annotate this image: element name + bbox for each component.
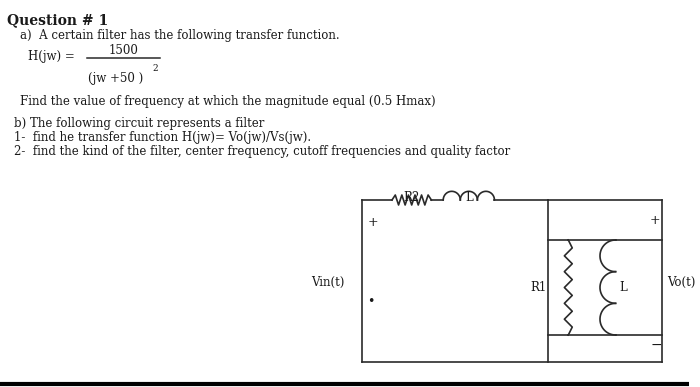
Text: Vin(t): Vin(t) [312, 276, 344, 288]
Text: +: + [650, 214, 661, 226]
Text: (jw +50 ): (jw +50 ) [88, 72, 143, 85]
Text: L: L [465, 191, 472, 204]
Text: R2: R2 [404, 191, 420, 204]
Text: R1: R1 [531, 281, 547, 294]
Text: 2-  find the kind of the filter, center frequency, cutoff frequencies and qualit: 2- find the kind of the filter, center f… [14, 145, 510, 158]
Text: b) The following circuit represents a filter: b) The following circuit represents a fi… [14, 117, 264, 130]
Text: 2: 2 [153, 64, 158, 73]
Text: H(jw) =: H(jw) = [27, 50, 74, 63]
Text: Question # 1: Question # 1 [7, 13, 108, 27]
Text: •: • [368, 296, 374, 308]
Text: 1-  find he transfer function H(jw)= Vo(jw)/Vs(jw).: 1- find he transfer function H(jw)= Vo(j… [14, 131, 311, 144]
Text: Vo(t): Vo(t) [667, 276, 695, 288]
Text: −: − [650, 338, 662, 352]
Text: a)  A certain filter has the following transfer function.: a) A certain filter has the following tr… [20, 29, 340, 42]
Text: 1500: 1500 [108, 44, 138, 57]
Text: L: L [620, 281, 627, 294]
Text: Find the value of frequency at which the magnitude equal (0.5 Hmax): Find the value of frequency at which the… [20, 95, 435, 108]
Text: +: + [368, 216, 378, 229]
